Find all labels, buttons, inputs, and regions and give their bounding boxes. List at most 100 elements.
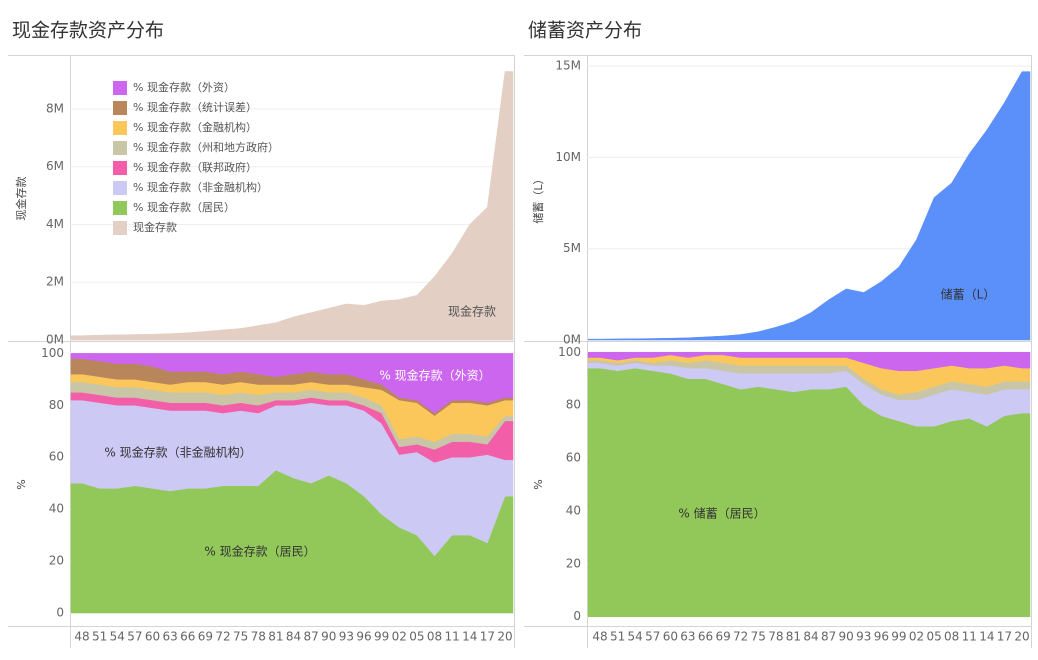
legend-swatch — [113, 201, 127, 215]
x-tick-label: 02 — [392, 630, 407, 644]
x-tick-label: 99 — [891, 630, 906, 644]
x-tick-label: 48 — [592, 630, 607, 644]
x-tick-label: 08 — [944, 630, 959, 644]
legend-swatch — [113, 141, 127, 155]
legend-swatch — [113, 181, 127, 195]
x-tick-label: 63 — [162, 630, 177, 644]
x-tick-label: 60 — [663, 630, 678, 644]
y-tick-label: 0 — [573, 609, 581, 623]
y-axis-title: % — [532, 479, 545, 489]
y-tick-label: 80 — [566, 398, 581, 412]
x-tick-label: 60 — [145, 630, 160, 644]
legend-label: % 现金存款（居民） — [133, 200, 235, 214]
x-tick-label: 78 — [768, 630, 783, 644]
annotation: % 现金存款（外资） — [379, 368, 490, 383]
x-tick-label: 51 — [92, 630, 107, 644]
panel-title: 现金存款资产分布 — [12, 20, 164, 42]
y-tick-label: 6M — [46, 159, 64, 173]
x-tick-label: 51 — [610, 630, 625, 644]
x-tick-label: 93 — [339, 630, 354, 644]
area — [70, 353, 514, 414]
x-tick-label: 72 — [215, 630, 230, 644]
x-tick-label: 14 — [462, 630, 477, 644]
annotation: 储蓄（L） — [941, 287, 996, 302]
x-tick-label: 66 — [180, 630, 195, 644]
legend-swatch — [113, 161, 127, 175]
frames — [8, 55, 1032, 648]
y-tick-label: 10M — [555, 150, 581, 164]
y-axis-title: % — [15, 479, 28, 489]
x-tick-label: 96 — [356, 630, 371, 644]
x-tick-label: 57 — [645, 630, 660, 644]
x-tick-label: 81 — [268, 630, 283, 644]
y-tick-label: 15M — [555, 59, 581, 73]
x-tick-label: 17 — [997, 630, 1012, 644]
y-axis-title: 现金存款 — [14, 177, 28, 221]
x-tick-label: 02 — [909, 630, 924, 644]
x-tick-label: 90 — [321, 630, 336, 644]
x-tick-label: 05 — [926, 630, 941, 644]
x-tick-label: 87 — [303, 630, 318, 644]
x-tick-label: 99 — [374, 630, 389, 644]
x-tick-label: 11 — [444, 630, 459, 644]
x-tick-label: 81 — [786, 630, 801, 644]
annotation: % 现金存款（居民） — [204, 544, 315, 559]
x-tick-label: 69 — [715, 630, 730, 644]
x-tick-label: 20 — [1014, 630, 1029, 644]
area — [587, 352, 1031, 372]
x-tick-label: 78 — [251, 630, 266, 644]
legend-swatch — [113, 221, 127, 235]
x-tick-label: 63 — [680, 630, 695, 644]
y-tick-label: 100 — [558, 345, 581, 359]
x-tick-label: 17 — [480, 630, 495, 644]
y-tick-label: 60 — [566, 451, 581, 465]
x-tick-label: 54 — [628, 630, 643, 644]
area — [587, 71, 1031, 341]
y-tick-label: 40 — [49, 502, 64, 516]
x-tick-label: 54 — [110, 630, 125, 644]
x-tick-label: 08 — [427, 630, 442, 644]
legend-label: % 现金存款（金融机构） — [133, 120, 257, 134]
x-tick-label: 14 — [979, 630, 994, 644]
legend-swatch — [113, 101, 127, 115]
legend-label: % 现金存款（外资） — [133, 80, 235, 94]
x-tick-label: 69 — [198, 630, 213, 644]
x-tick-label: 93 — [856, 630, 871, 644]
y-tick-label: 100 — [41, 346, 64, 360]
x-tick-label: 84 — [803, 630, 818, 644]
legend-label: 现金存款 — [133, 220, 177, 234]
y-tick-label: 5M — [563, 241, 581, 255]
x-tick-label: 75 — [751, 630, 766, 644]
y-tick-label: 0 — [56, 606, 64, 620]
x-tick-label: 05 — [409, 630, 424, 644]
y-tick-label: 40 — [566, 503, 581, 517]
legend-label: % 现金存款（非金融机构） — [133, 180, 268, 194]
annotation: 现金存款 — [448, 304, 496, 319]
x-tick-label: 75 — [233, 630, 248, 644]
x-tick-label: 96 — [874, 630, 889, 644]
annotation: % 现金存款（非金融机构） — [104, 445, 251, 460]
annotation: % 储蓄（居民） — [678, 506, 765, 521]
y-tick-label: 60 — [49, 450, 64, 464]
x-tick-label: 11 — [962, 630, 977, 644]
x-tick-label: 84 — [286, 630, 301, 644]
y-tick-label: 8M — [46, 101, 64, 115]
x-tick-label: 57 — [127, 630, 142, 644]
legend-label: % 现金存款（州和地方政府） — [133, 140, 279, 154]
area — [70, 71, 514, 341]
y-axis-title: 储蓄（L） — [531, 173, 545, 223]
panel-title: 储蓄资产分布 — [528, 20, 642, 42]
y-tick-label: 0M — [563, 333, 581, 347]
legend-label: % 现金存款（联邦政府） — [133, 160, 257, 174]
y-tick-label: 80 — [49, 398, 64, 412]
x-tick-label: 72 — [733, 630, 748, 644]
x-tick-label: 20 — [497, 630, 512, 644]
x-tick-label: 90 — [839, 630, 854, 644]
x-tick-label: 66 — [698, 630, 713, 644]
y-tick-label: 0M — [46, 333, 64, 347]
y-tick-label: 2M — [46, 275, 64, 289]
legend-swatch — [113, 121, 127, 135]
y-tick-label: 20 — [49, 554, 64, 568]
legend-swatch — [113, 81, 127, 95]
